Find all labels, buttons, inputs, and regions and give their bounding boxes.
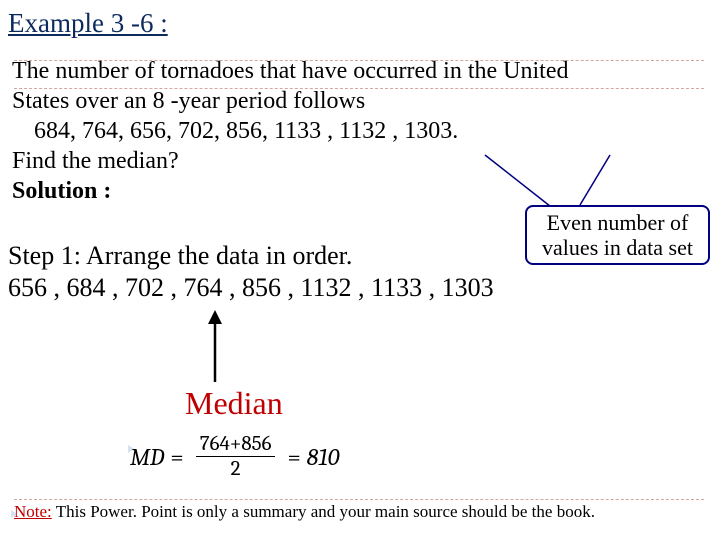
problem-block: The number of tornadoes that have occurr… [12, 56, 702, 206]
arrow-up-icon [200, 310, 230, 385]
step-block: Step 1: Arrange the data in order. 656 ,… [8, 240, 494, 303]
note-label: Note: [14, 502, 52, 521]
problem-question: Find the median? [12, 146, 702, 176]
step-line2: 656 , 684 , 702 , 764 , 856 , 1132 , 113… [8, 272, 494, 304]
step-line1: Step 1: Arrange the data in order. [8, 240, 494, 272]
problem-line1: The number of tornadoes that have occurr… [12, 56, 702, 86]
problem-line2: States over an 8 -year period follows [12, 86, 702, 116]
denominator: 2 [227, 457, 245, 481]
formula-result: 810 [307, 443, 340, 471]
problem-data: 684, 764, 656, 702, 856, 1133 , 1132 , 1… [34, 116, 702, 146]
median-formula: MD = 764+856 2 = 810 [130, 432, 339, 481]
median-label: Median [185, 385, 283, 422]
callout-line1: Even number of [533, 210, 702, 235]
callout-line2: values in data set [533, 235, 702, 260]
solution-label: Solution : [12, 176, 702, 206]
numerator: 764+856 [196, 432, 276, 457]
fraction: 764+856 2 [196, 432, 276, 481]
formula-lhs: MD [130, 443, 164, 471]
equals-sign-2: = [287, 443, 300, 471]
footnote: Note: This Power. Point is only a summar… [14, 502, 595, 522]
callout-box: Even number of values in data set [525, 205, 710, 265]
footnote-text: This Power. Point is only a summary and … [52, 502, 595, 521]
equals-sign-1: = [170, 443, 183, 471]
example-title: Example 3 -6 : [8, 8, 168, 39]
